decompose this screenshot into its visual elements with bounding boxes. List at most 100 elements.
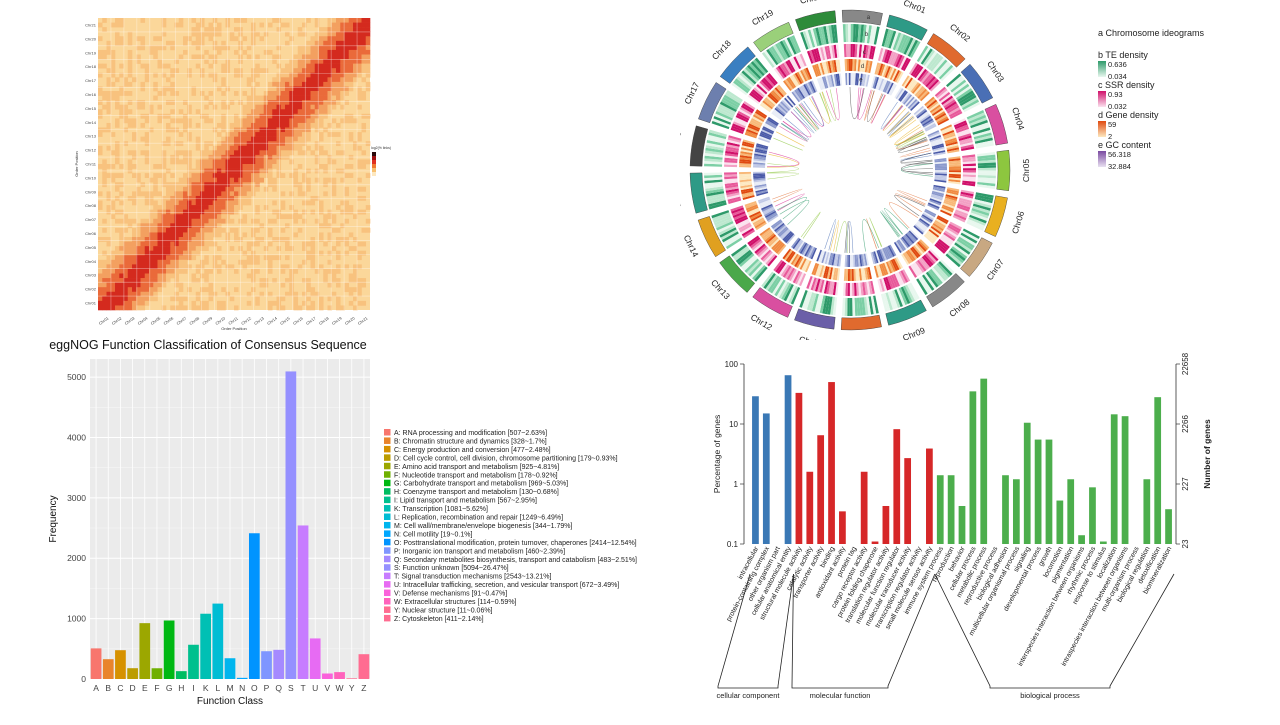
- hic-cell: [323, 109, 328, 114]
- hic-cell: [277, 237, 282, 242]
- hic-cell: [277, 91, 282, 96]
- hic-cell: [332, 105, 337, 110]
- hic-cell: [119, 296, 124, 301]
- hic-cell: [357, 91, 362, 96]
- hic-cell: [209, 242, 214, 247]
- eggnog-legend-entry: Y: Nuclear structure [11~0.06%]: [394, 607, 493, 614]
- hic-cell: [345, 91, 350, 96]
- hic-cell: [289, 159, 294, 164]
- hic-cell: [153, 237, 158, 242]
- hic-cell: [107, 237, 112, 242]
- hic-cell: [132, 201, 137, 206]
- hic-cell: [187, 223, 192, 228]
- hic-cell: [141, 123, 146, 128]
- hic-cell: [336, 228, 341, 233]
- eggnog-x-tick-label: A: [93, 683, 99, 693]
- hic-cell: [217, 23, 222, 28]
- hic-cell: [111, 96, 116, 101]
- hic-cell: [255, 205, 260, 210]
- hic-cell: [115, 118, 120, 123]
- hic-cell: [345, 114, 350, 119]
- hic-cell: [115, 301, 120, 306]
- hic-cell: [349, 301, 354, 306]
- hic-cell: [349, 274, 354, 279]
- hic-cell: [294, 105, 299, 110]
- hic-cell: [132, 260, 137, 265]
- hic-cell: [162, 260, 167, 265]
- hic-cell: [268, 118, 273, 123]
- hic-cell: [264, 173, 269, 178]
- hic-cell: [141, 255, 146, 260]
- hic-cell: [272, 18, 277, 23]
- hic-cell: [153, 287, 158, 292]
- hic-cell: [217, 228, 222, 233]
- hic-cell: [98, 128, 103, 133]
- hic-cell: [166, 201, 171, 206]
- go-bar: [1046, 440, 1053, 544]
- hic-cell: [175, 260, 180, 265]
- eggnog-x-tick-label: H: [178, 683, 184, 693]
- circos-track-bin: [851, 24, 854, 42]
- eggnog-bar: [139, 623, 150, 679]
- hic-cell: [366, 173, 371, 178]
- hic-cell: [107, 100, 112, 105]
- hic-cell: [289, 150, 294, 155]
- hic-cell: [285, 237, 290, 242]
- hic-cell: [166, 223, 171, 228]
- hic-cell: [115, 36, 120, 41]
- hic-cell: [200, 274, 205, 279]
- hic-cell: [217, 86, 222, 91]
- hic-cell: [272, 141, 277, 146]
- hic-cell: [141, 36, 146, 41]
- hic-cell: [247, 255, 252, 260]
- go-y-axis-label: Percentage of genes: [712, 415, 722, 493]
- hic-cell: [315, 36, 320, 41]
- track-letter: c: [863, 50, 866, 56]
- synteny-link: [896, 194, 926, 212]
- go-bar: [828, 382, 835, 544]
- hic-cell: [166, 205, 171, 210]
- hic-cell: [277, 150, 282, 155]
- hic-cell: [260, 109, 265, 114]
- hic-cell: [230, 100, 235, 105]
- synteny-link: [801, 212, 820, 238]
- eggnog-legend-swatch: [384, 598, 391, 605]
- hic-cell: [298, 114, 303, 119]
- hic-cell: [179, 305, 184, 310]
- hic-cell: [175, 246, 180, 251]
- hic-cell: [162, 232, 167, 237]
- hic-cell: [115, 283, 120, 288]
- eggnog-legend-entry: K: Transcription [1081~5.62%]: [394, 506, 488, 513]
- hic-cell: [243, 105, 248, 110]
- hic-cell: [332, 77, 337, 82]
- hic-cell: [187, 210, 192, 215]
- hic-cell: [345, 164, 350, 169]
- hic-cell: [111, 269, 116, 274]
- hic-cell: [187, 246, 192, 251]
- hic-cell: [281, 128, 286, 133]
- hic-cell: [255, 269, 260, 274]
- hic-cell: [107, 305, 112, 310]
- hic-cell: [255, 146, 260, 151]
- hic-cell: [200, 205, 205, 210]
- hic-cell: [183, 246, 188, 251]
- hic-cell: [285, 255, 290, 260]
- hic-cell: [141, 246, 146, 251]
- eggnog-bar: [115, 650, 126, 679]
- hic-cell: [306, 296, 311, 301]
- go-left-tick-label: 1: [734, 480, 739, 489]
- hic-cell: [192, 274, 197, 279]
- hic-cell: [183, 260, 188, 265]
- hic-cell: [204, 105, 209, 110]
- hic-cell: [153, 187, 158, 192]
- hic-cell: [209, 91, 214, 96]
- hic-cell: [264, 132, 269, 137]
- eggnog-bar: [91, 648, 102, 679]
- circos-track-bin: [843, 283, 846, 296]
- circos-track-bin: [949, 168, 961, 170]
- hic-cell: [319, 96, 324, 101]
- hic-cell: [294, 86, 299, 91]
- hic-cell: [170, 128, 175, 133]
- hic-cell: [162, 64, 167, 69]
- hic-cell: [264, 137, 269, 142]
